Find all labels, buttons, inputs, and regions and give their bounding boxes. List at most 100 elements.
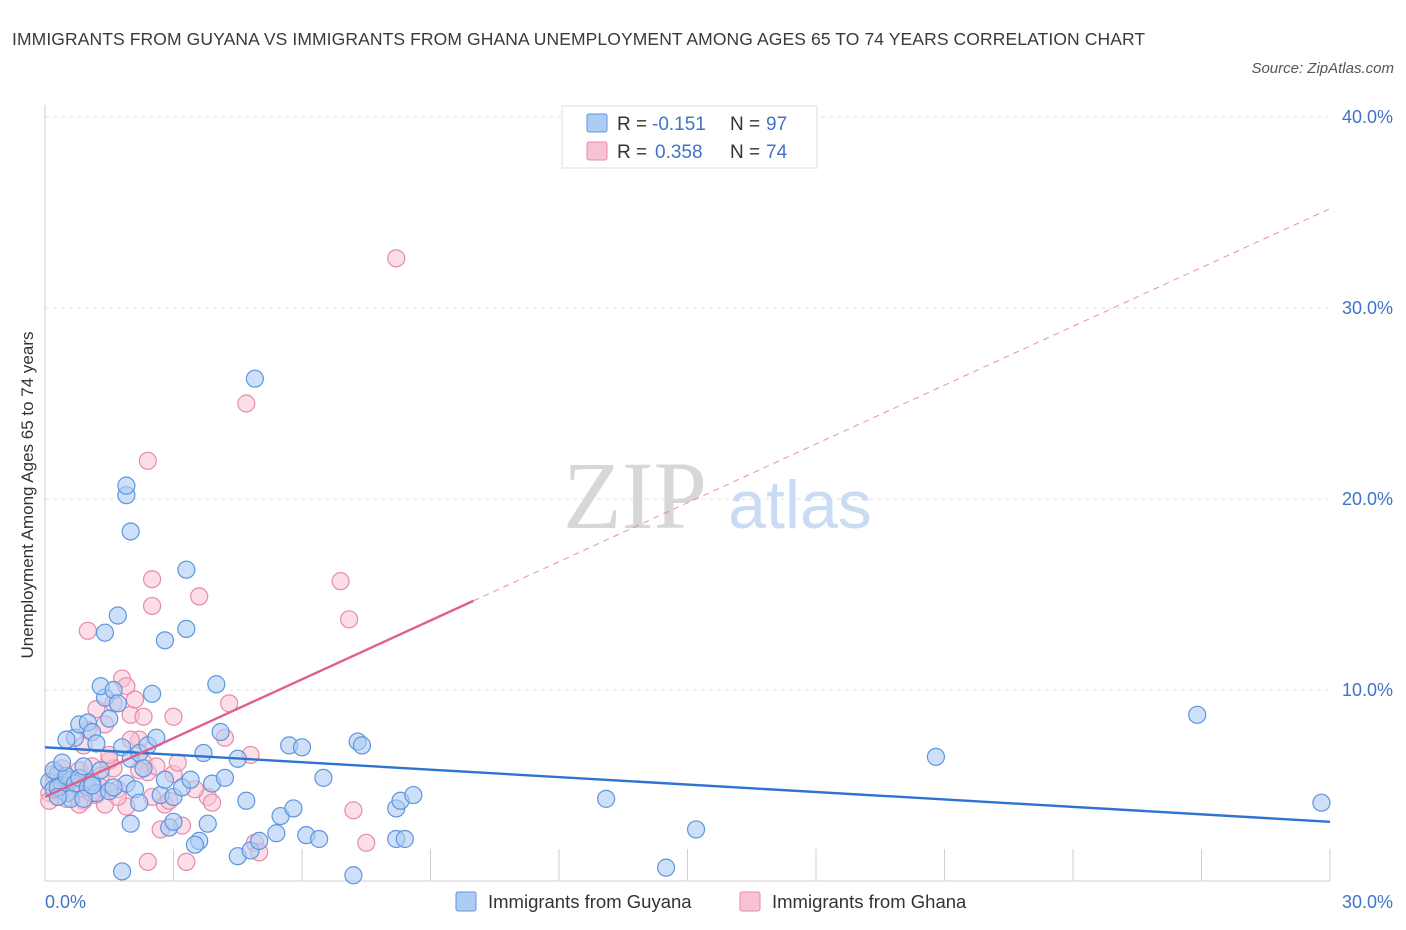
ghana-point-51 xyxy=(340,610,359,629)
y-axis-label: Unemployment Among Ages 65 to 74 years xyxy=(18,332,37,659)
ghana-point-73 xyxy=(202,793,222,812)
guyana-point-41 xyxy=(108,606,127,625)
guyana-point-55 xyxy=(211,722,230,742)
ghana-point-36 xyxy=(168,753,187,772)
guyana-point-84 xyxy=(656,858,676,877)
tick-labels: 10.0% 20.0% 30.0% 40.0% 0.0% 30.0% xyxy=(45,107,1393,912)
guyana-point-23 xyxy=(87,734,106,753)
ghana-point-53 xyxy=(344,801,363,820)
guyana-point-93 xyxy=(130,793,149,812)
bottom-legend: Immigrants from Guyana Immigrants from G… xyxy=(455,891,967,912)
guyana-point-71 xyxy=(292,738,312,757)
y-tick-label-1: 20.0% xyxy=(1342,489,1393,509)
guyana-point-47 xyxy=(155,631,175,650)
legend-swatch-ghana xyxy=(586,141,608,161)
ghana-point-43 xyxy=(190,587,209,606)
guyana-point-81 xyxy=(344,866,363,885)
source-credit: Source: ZipAtlas.com xyxy=(1251,60,1394,77)
guyana-point-94 xyxy=(57,730,76,749)
legend-n-label-ghana: N = xyxy=(730,142,760,163)
axes xyxy=(44,105,1331,882)
guyana-point-67 xyxy=(267,824,286,843)
ghana-point-44 xyxy=(237,394,256,413)
ghana-point-39 xyxy=(177,852,196,872)
guyana-point-86 xyxy=(926,747,946,766)
legend-n-value-ghana: 74 xyxy=(766,142,788,163)
guyana-point-45 xyxy=(177,560,196,579)
ghana-point-46 xyxy=(164,707,183,726)
guyana-point-37 xyxy=(134,759,153,778)
ghana-point-28 xyxy=(125,690,145,709)
guyana-point-53 xyxy=(194,743,213,763)
guyana-point-52 xyxy=(181,770,200,789)
guyana-point-74 xyxy=(310,829,329,849)
trend-line-ghana-solid xyxy=(44,599,474,799)
chart-title: IMMIGRANTS FROM GUYANA VS IMMIGRANTS FRO… xyxy=(12,29,1146,49)
guyana-point-66 xyxy=(250,831,269,850)
guyana-point-96 xyxy=(164,812,183,831)
ghana-point-50 xyxy=(331,572,350,591)
guyana-point-48 xyxy=(177,619,196,638)
guyana-point-69 xyxy=(284,799,303,818)
watermark-zip: ZIP xyxy=(563,442,707,549)
y-tick-label-2: 30.0% xyxy=(1342,298,1393,318)
guyana-point-56 xyxy=(215,768,234,787)
legend-n-label-guyana: N = xyxy=(730,114,760,135)
guyana-point-46 xyxy=(245,369,264,388)
guyana-point-49 xyxy=(207,675,226,694)
guyana-point-82 xyxy=(395,829,414,849)
guyana-point-83 xyxy=(597,789,616,808)
ghana-point-45 xyxy=(78,621,97,640)
guyana-point-60 xyxy=(198,814,217,833)
x-tick-label-0: 0.0% xyxy=(45,892,86,912)
guyana-point-44 xyxy=(117,476,136,495)
guyana-point-30 xyxy=(100,709,119,728)
guyana-point-39 xyxy=(155,770,175,789)
ghana-point-54 xyxy=(357,833,376,852)
guyana-point-95 xyxy=(83,776,102,795)
legend-r-label-guyana: R = xyxy=(617,114,647,135)
x-tick-label-1: 30.0% xyxy=(1342,892,1393,912)
series-guyana-points xyxy=(40,369,1331,885)
guyana-point-92 xyxy=(104,778,123,797)
ghana-point-57 xyxy=(138,852,157,872)
ghana-point-42 xyxy=(142,596,162,616)
guyana-point-62 xyxy=(121,814,140,833)
ghana-point-52 xyxy=(387,249,406,268)
bottom-legend-label-guyana: Immigrants from Guyana xyxy=(488,891,692,912)
guyana-point-63 xyxy=(112,862,132,881)
guyana-point-58 xyxy=(237,791,256,810)
guyana-point-42 xyxy=(121,522,140,541)
stats-legend: R = -0.151 N = 97 R = 0.358 N = 74 xyxy=(561,105,818,169)
y-tick-label-0: 10.0% xyxy=(1342,680,1393,700)
legend-n-value-guyana: 97 xyxy=(766,114,787,135)
bottom-legend-label-ghana: Immigrants from Ghana xyxy=(772,891,967,912)
guyana-point-10 xyxy=(53,753,72,772)
legend-r-label-ghana: R = xyxy=(617,142,647,163)
bottom-legend-swatch-guyana xyxy=(455,891,477,912)
guyana-point-35 xyxy=(142,684,162,703)
ghana-point-70 xyxy=(134,707,153,726)
y-tick-label-3: 40.0% xyxy=(1342,107,1393,127)
guyana-point-27 xyxy=(108,694,127,713)
trend-lines xyxy=(44,208,1331,823)
guyana-point-88 xyxy=(1312,793,1331,812)
ghana-point-41 xyxy=(142,570,162,589)
bottom-legend-swatch-ghana xyxy=(739,891,761,912)
guyana-point-85 xyxy=(686,820,706,839)
guyana-point-14 xyxy=(74,757,93,776)
trend-line-ghana-dashed xyxy=(473,208,1331,602)
guyana-point-40 xyxy=(95,623,115,642)
guyana-point-89 xyxy=(185,835,205,854)
guyana-point-79 xyxy=(404,785,423,805)
legend-swatch-guyana xyxy=(586,113,608,133)
watermark-atlas: atlas xyxy=(728,467,872,543)
guyana-point-72 xyxy=(314,768,333,787)
legend-r-value-guyana: -0.151 xyxy=(652,114,706,135)
trend-line-guyana xyxy=(44,746,1331,823)
watermark: ZIP atlas xyxy=(563,442,872,549)
legend-r-value-ghana: 0.358 xyxy=(655,142,703,163)
ghana-point-40 xyxy=(138,451,157,470)
guyana-point-87 xyxy=(1188,705,1207,724)
